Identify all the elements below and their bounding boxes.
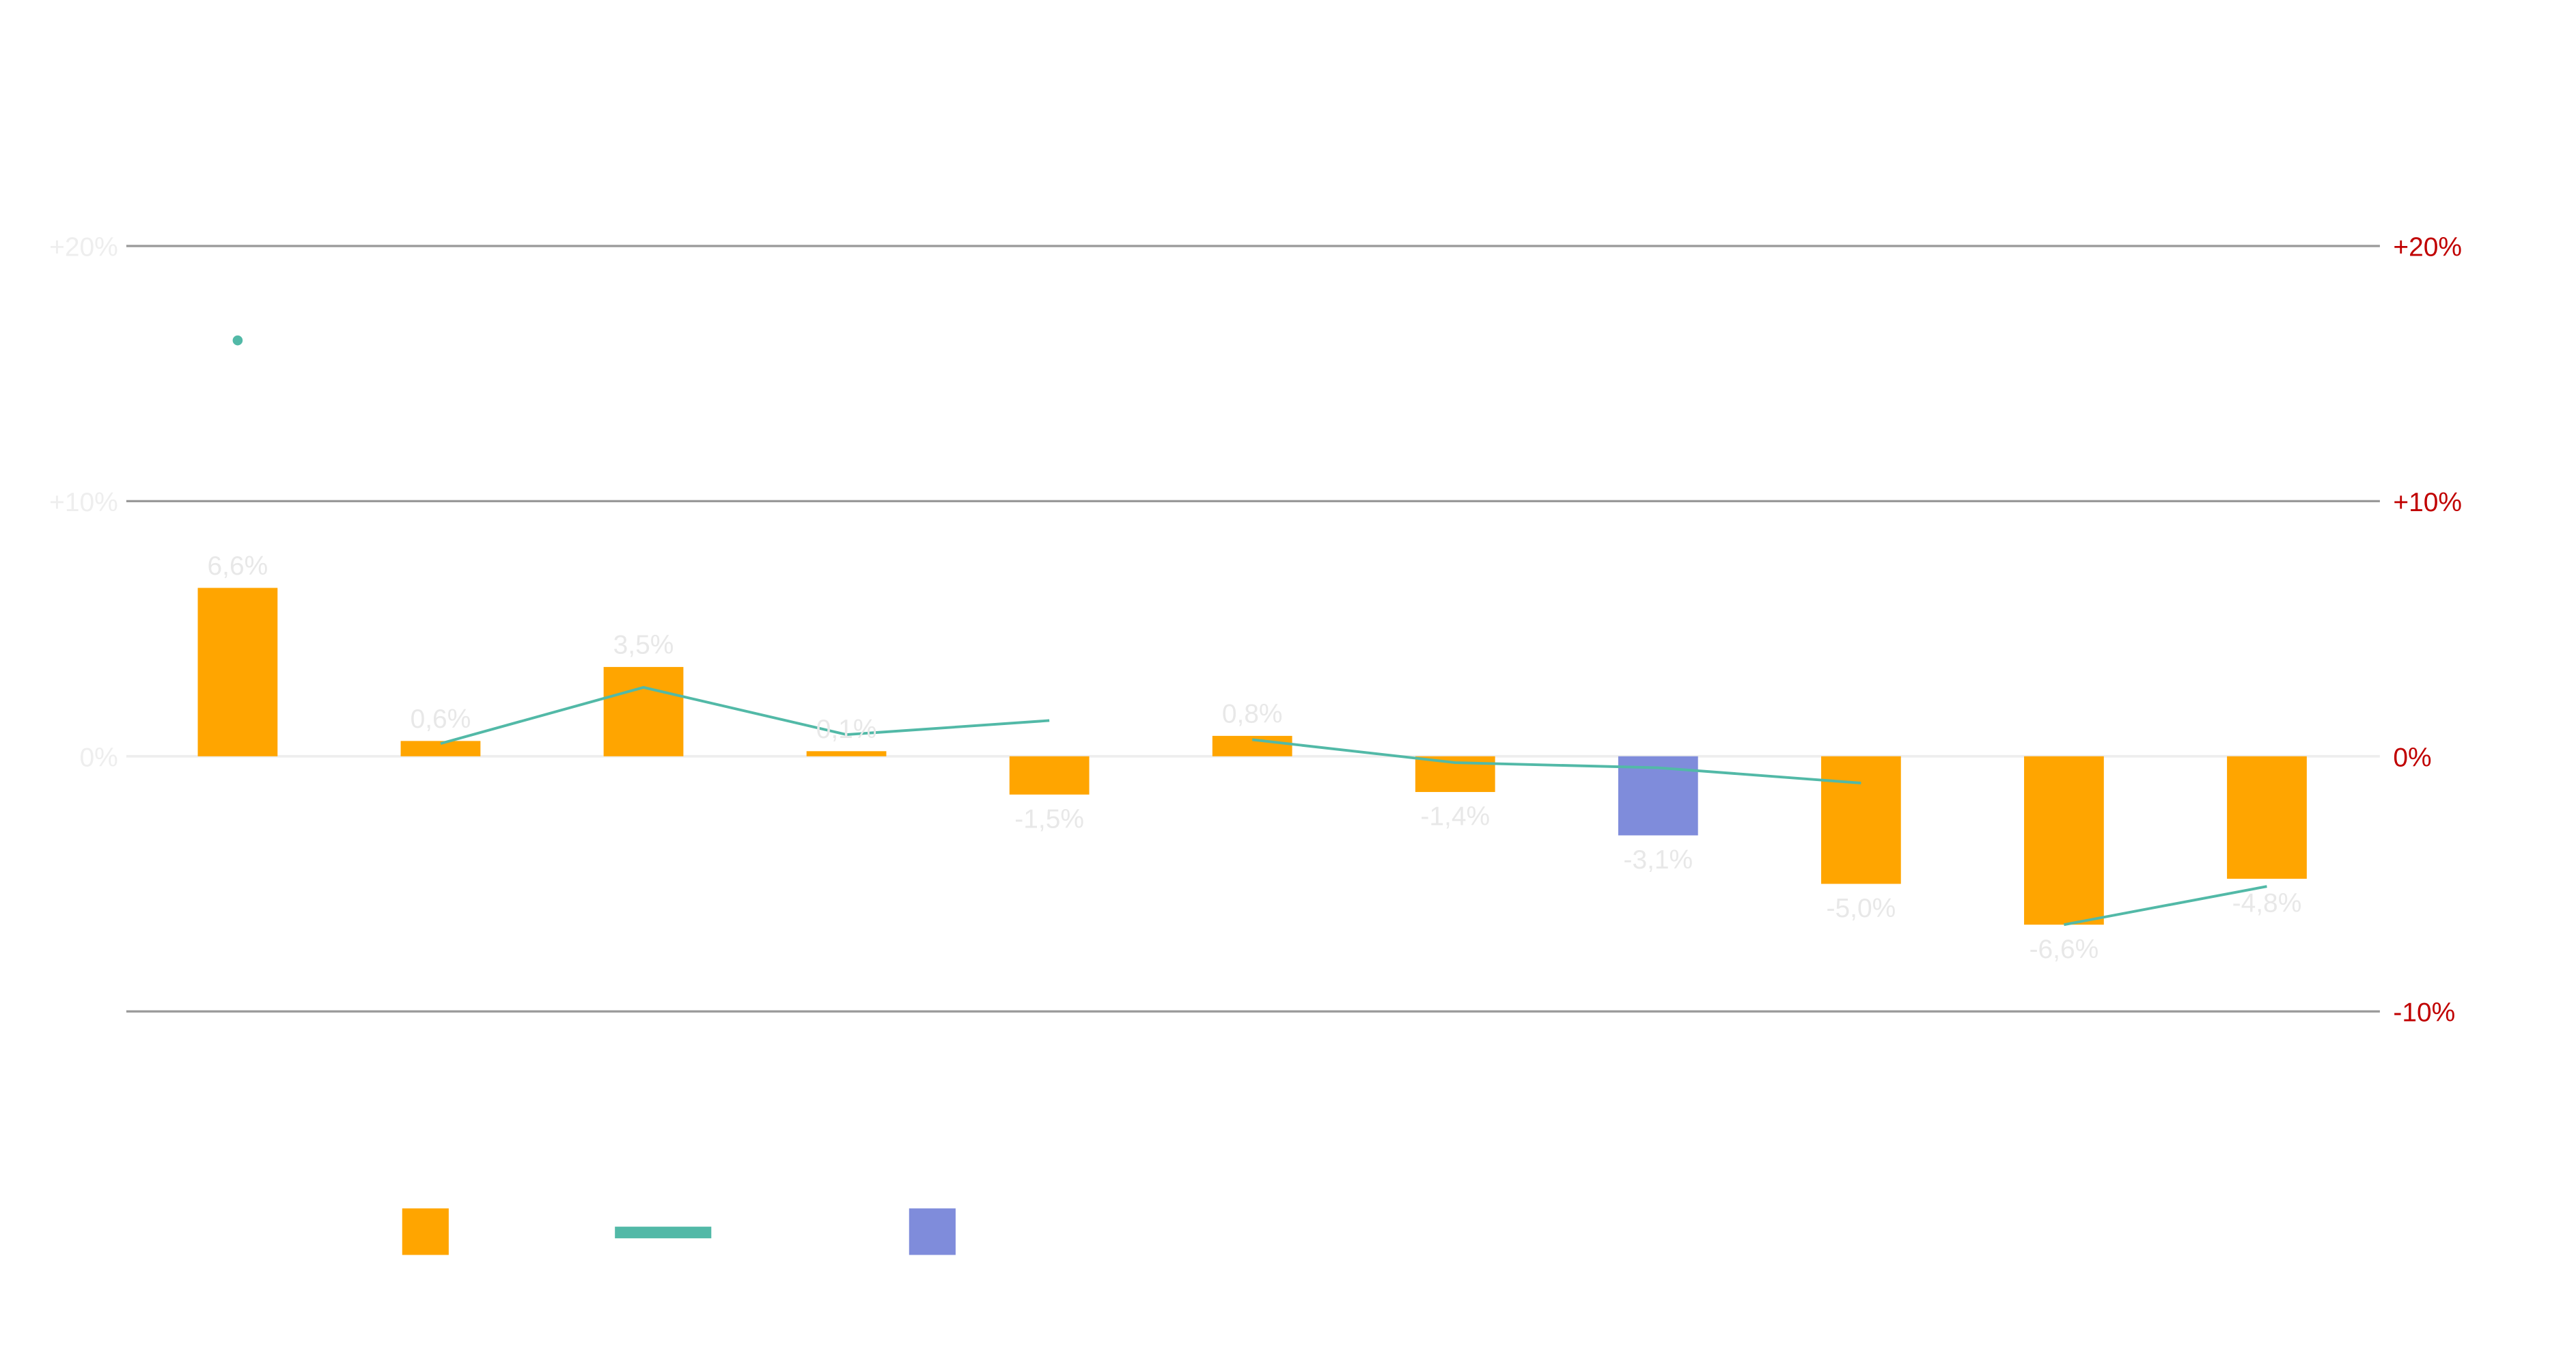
bar-data-label: -1,5% [1014,804,1084,834]
bar [400,741,481,756]
bar-data-label: 0,1% [816,715,877,744]
line-point [232,335,243,346]
bar [2227,756,2307,879]
line-segment [2064,885,2267,927]
bar [2024,756,2104,925]
right-tick-label: +20% [2393,233,2462,262]
legend [402,1208,956,1255]
line-segment [1251,738,1861,784]
bar-data-label: -5,0% [1827,894,1896,923]
bar [197,588,278,756]
right-tick-label: +10% [2393,488,2462,517]
bars [197,588,2307,925]
left-tick-label: +20% [49,233,118,262]
bar [1009,756,1090,795]
bar-data-label: 0,8% [1222,699,1283,728]
bar-data-label: 0,6% [411,705,471,734]
line-series [232,335,2267,927]
legend-swatch-bar [402,1208,449,1255]
bar-data-label: 3,5% [613,631,674,660]
bar-data-label: -4,8% [2232,889,2302,918]
data-labels: 6,6% 0,6% 3,5% 0,1% -1,5% 0,8% -1,4% -3,1% -5,0%… [208,551,2302,964]
line-segment [440,685,1050,745]
legend-swatch-highlight [909,1208,956,1255]
left-tick-label: 0% [79,743,117,772]
right-axis: +20% +10% 0% -10% [2393,233,2462,1028]
bar-data-label: 6,6% [208,551,268,581]
left-axis: +20% +10% 0% [49,233,118,773]
bar [1212,735,1292,756]
bar-data-label: -6,6% [2030,935,2099,964]
bar-data-label: -3,1% [1623,845,1693,875]
bar [1820,756,1901,884]
right-tick-label: -10% [2393,998,2455,1028]
legend-swatch-line [615,1227,712,1239]
right-tick-label: 0% [2393,743,2431,772]
bar [603,667,684,756]
bar [806,751,887,756]
left-tick-label: +10% [49,488,118,517]
bar-data-label: -1,4% [1420,802,1490,832]
